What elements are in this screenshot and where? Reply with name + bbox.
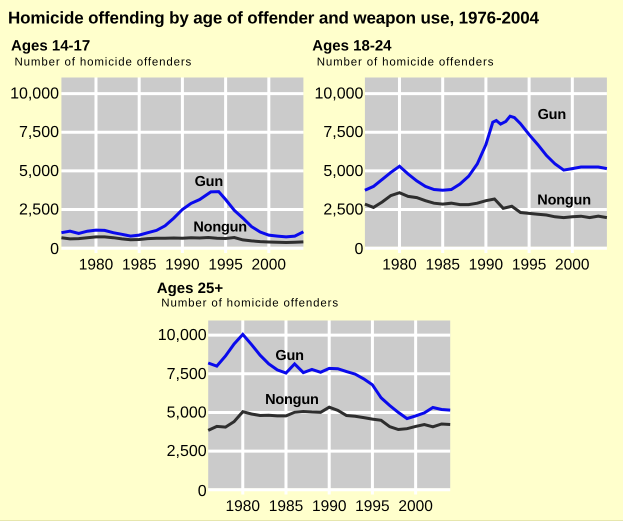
svg-text:10,000: 10,000 bbox=[158, 327, 207, 344]
svg-text:0: 0 bbox=[50, 241, 59, 258]
svg-text:2,500: 2,500 bbox=[19, 202, 59, 219]
svg-text:1990: 1990 bbox=[165, 257, 200, 274]
svg-text:Ages 14-17: Ages 14-17 bbox=[11, 38, 90, 55]
svg-text:1980: 1980 bbox=[226, 498, 261, 515]
svg-text:Nongun: Nongun bbox=[193, 220, 247, 236]
svg-text:Number of homicide offenders: Number of homicide offenders bbox=[15, 57, 193, 69]
svg-text:Ages 18-24: Ages 18-24 bbox=[312, 38, 392, 55]
svg-text:2000: 2000 bbox=[252, 257, 287, 274]
svg-text:Nongun: Nongun bbox=[537, 193, 591, 209]
svg-text:1990: 1990 bbox=[469, 257, 504, 274]
svg-text:Ages 25+: Ages 25+ bbox=[157, 280, 224, 297]
svg-text:1985: 1985 bbox=[425, 257, 459, 274]
svg-text:2,500: 2,500 bbox=[323, 202, 363, 219]
svg-text:5,000: 5,000 bbox=[19, 163, 59, 180]
svg-text:2000: 2000 bbox=[555, 257, 590, 274]
svg-text:Number of homicide offenders: Number of homicide offenders bbox=[161, 298, 339, 310]
svg-text:10,000: 10,000 bbox=[10, 86, 59, 103]
svg-text:7,500: 7,500 bbox=[323, 124, 363, 141]
svg-text:1995: 1995 bbox=[512, 257, 546, 274]
svg-text:Number of homicide offenders: Number of homicide offenders bbox=[317, 57, 495, 69]
svg-text:1990: 1990 bbox=[312, 498, 347, 515]
svg-text:10,000: 10,000 bbox=[314, 86, 363, 103]
svg-text:2000: 2000 bbox=[398, 498, 433, 515]
svg-text:1995: 1995 bbox=[355, 498, 389, 515]
svg-text:0: 0 bbox=[354, 241, 363, 258]
svg-text:Gun: Gun bbox=[275, 348, 303, 364]
svg-text:Gun: Gun bbox=[195, 174, 223, 190]
svg-text:5,000: 5,000 bbox=[323, 163, 363, 180]
svg-text:7,500: 7,500 bbox=[167, 366, 207, 383]
svg-text:1980: 1980 bbox=[382, 257, 417, 274]
svg-text:1985: 1985 bbox=[122, 257, 156, 274]
svg-text:1985: 1985 bbox=[269, 498, 303, 515]
svg-text:1980: 1980 bbox=[79, 257, 114, 274]
svg-text:0: 0 bbox=[198, 483, 207, 500]
svg-text:7,500: 7,500 bbox=[19, 124, 59, 141]
svg-text:1995: 1995 bbox=[208, 257, 242, 274]
svg-text:5,000: 5,000 bbox=[167, 404, 207, 421]
svg-text:Homicide offending by age of o: Homicide offending by age of offender an… bbox=[8, 9, 540, 28]
svg-text:Nongun: Nongun bbox=[265, 392, 319, 408]
svg-text:2,500: 2,500 bbox=[167, 443, 207, 460]
svg-text:Gun: Gun bbox=[538, 107, 566, 123]
